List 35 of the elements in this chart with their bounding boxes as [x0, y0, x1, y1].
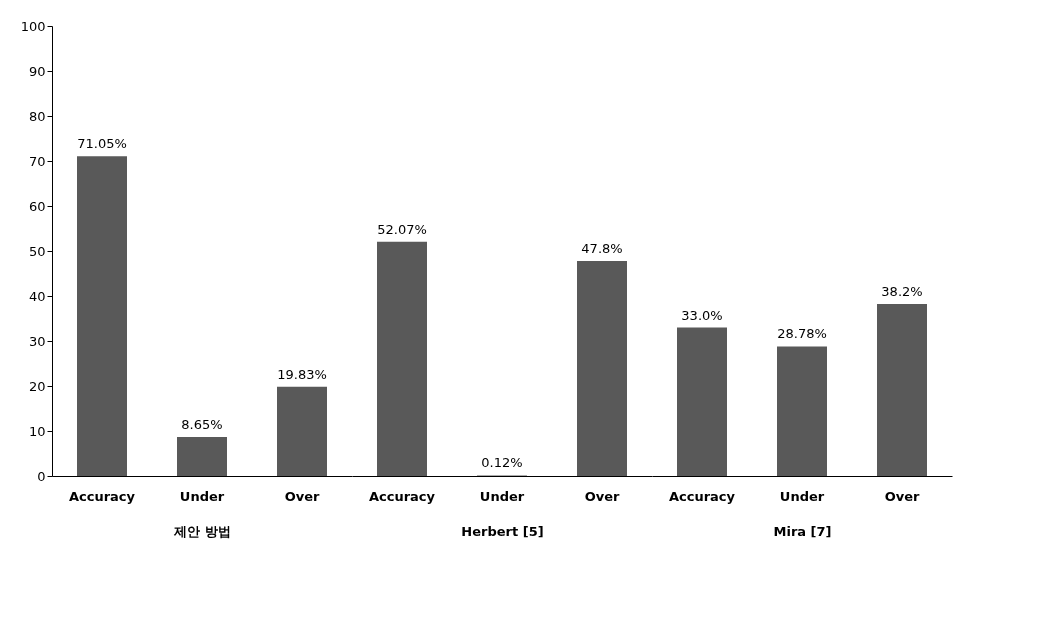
- data-label: 0.12%: [481, 455, 523, 471]
- x-tick-label: Over: [284, 488, 320, 504]
- y-tick-label: 80: [28, 108, 46, 124]
- x-tick-label: Under: [479, 488, 525, 504]
- bar: [177, 437, 227, 476]
- bar: [77, 156, 127, 476]
- y-tick-label: 90: [28, 63, 46, 79]
- x-axis-title: 제안 방법: [173, 523, 231, 539]
- data-label: 47.8%: [581, 240, 623, 256]
- y-tick-label: 60: [28, 198, 46, 214]
- x-axis-title: Herbert [5]: [461, 523, 544, 539]
- y-tick-label: 10: [28, 423, 46, 439]
- data-label: 19.83%: [277, 366, 327, 382]
- y-tick-label: 30: [28, 333, 46, 349]
- data-label: 52.07%: [377, 221, 427, 237]
- x-axis-title: Mira [7]: [773, 523, 832, 539]
- bar: [277, 386, 327, 476]
- x-tick-label: Accuracy: [368, 488, 436, 504]
- data-label: 71.05%: [77, 136, 127, 152]
- data-label: 28.78%: [777, 326, 827, 342]
- x-tick-label: Accuracy: [668, 488, 736, 504]
- y-tick-label: 40: [28, 288, 46, 304]
- x-tick-label: Over: [884, 488, 920, 504]
- y-tick-label: 50: [28, 243, 46, 259]
- x-tick-label: Accuracy: [68, 488, 136, 504]
- y-tick-label: 0: [37, 468, 46, 484]
- x-tick-label: Under: [779, 488, 825, 504]
- x-tick-label: Over: [584, 488, 620, 504]
- data-label: 8.65%: [181, 417, 223, 433]
- y-tick-label: 100: [20, 18, 46, 34]
- data-label: 33.0%: [681, 307, 723, 323]
- y-tick-label: 20: [28, 378, 46, 394]
- y-tick-label: 70: [28, 153, 46, 169]
- data-label: 38.2%: [881, 284, 923, 300]
- x-tick-label: Under: [179, 488, 225, 504]
